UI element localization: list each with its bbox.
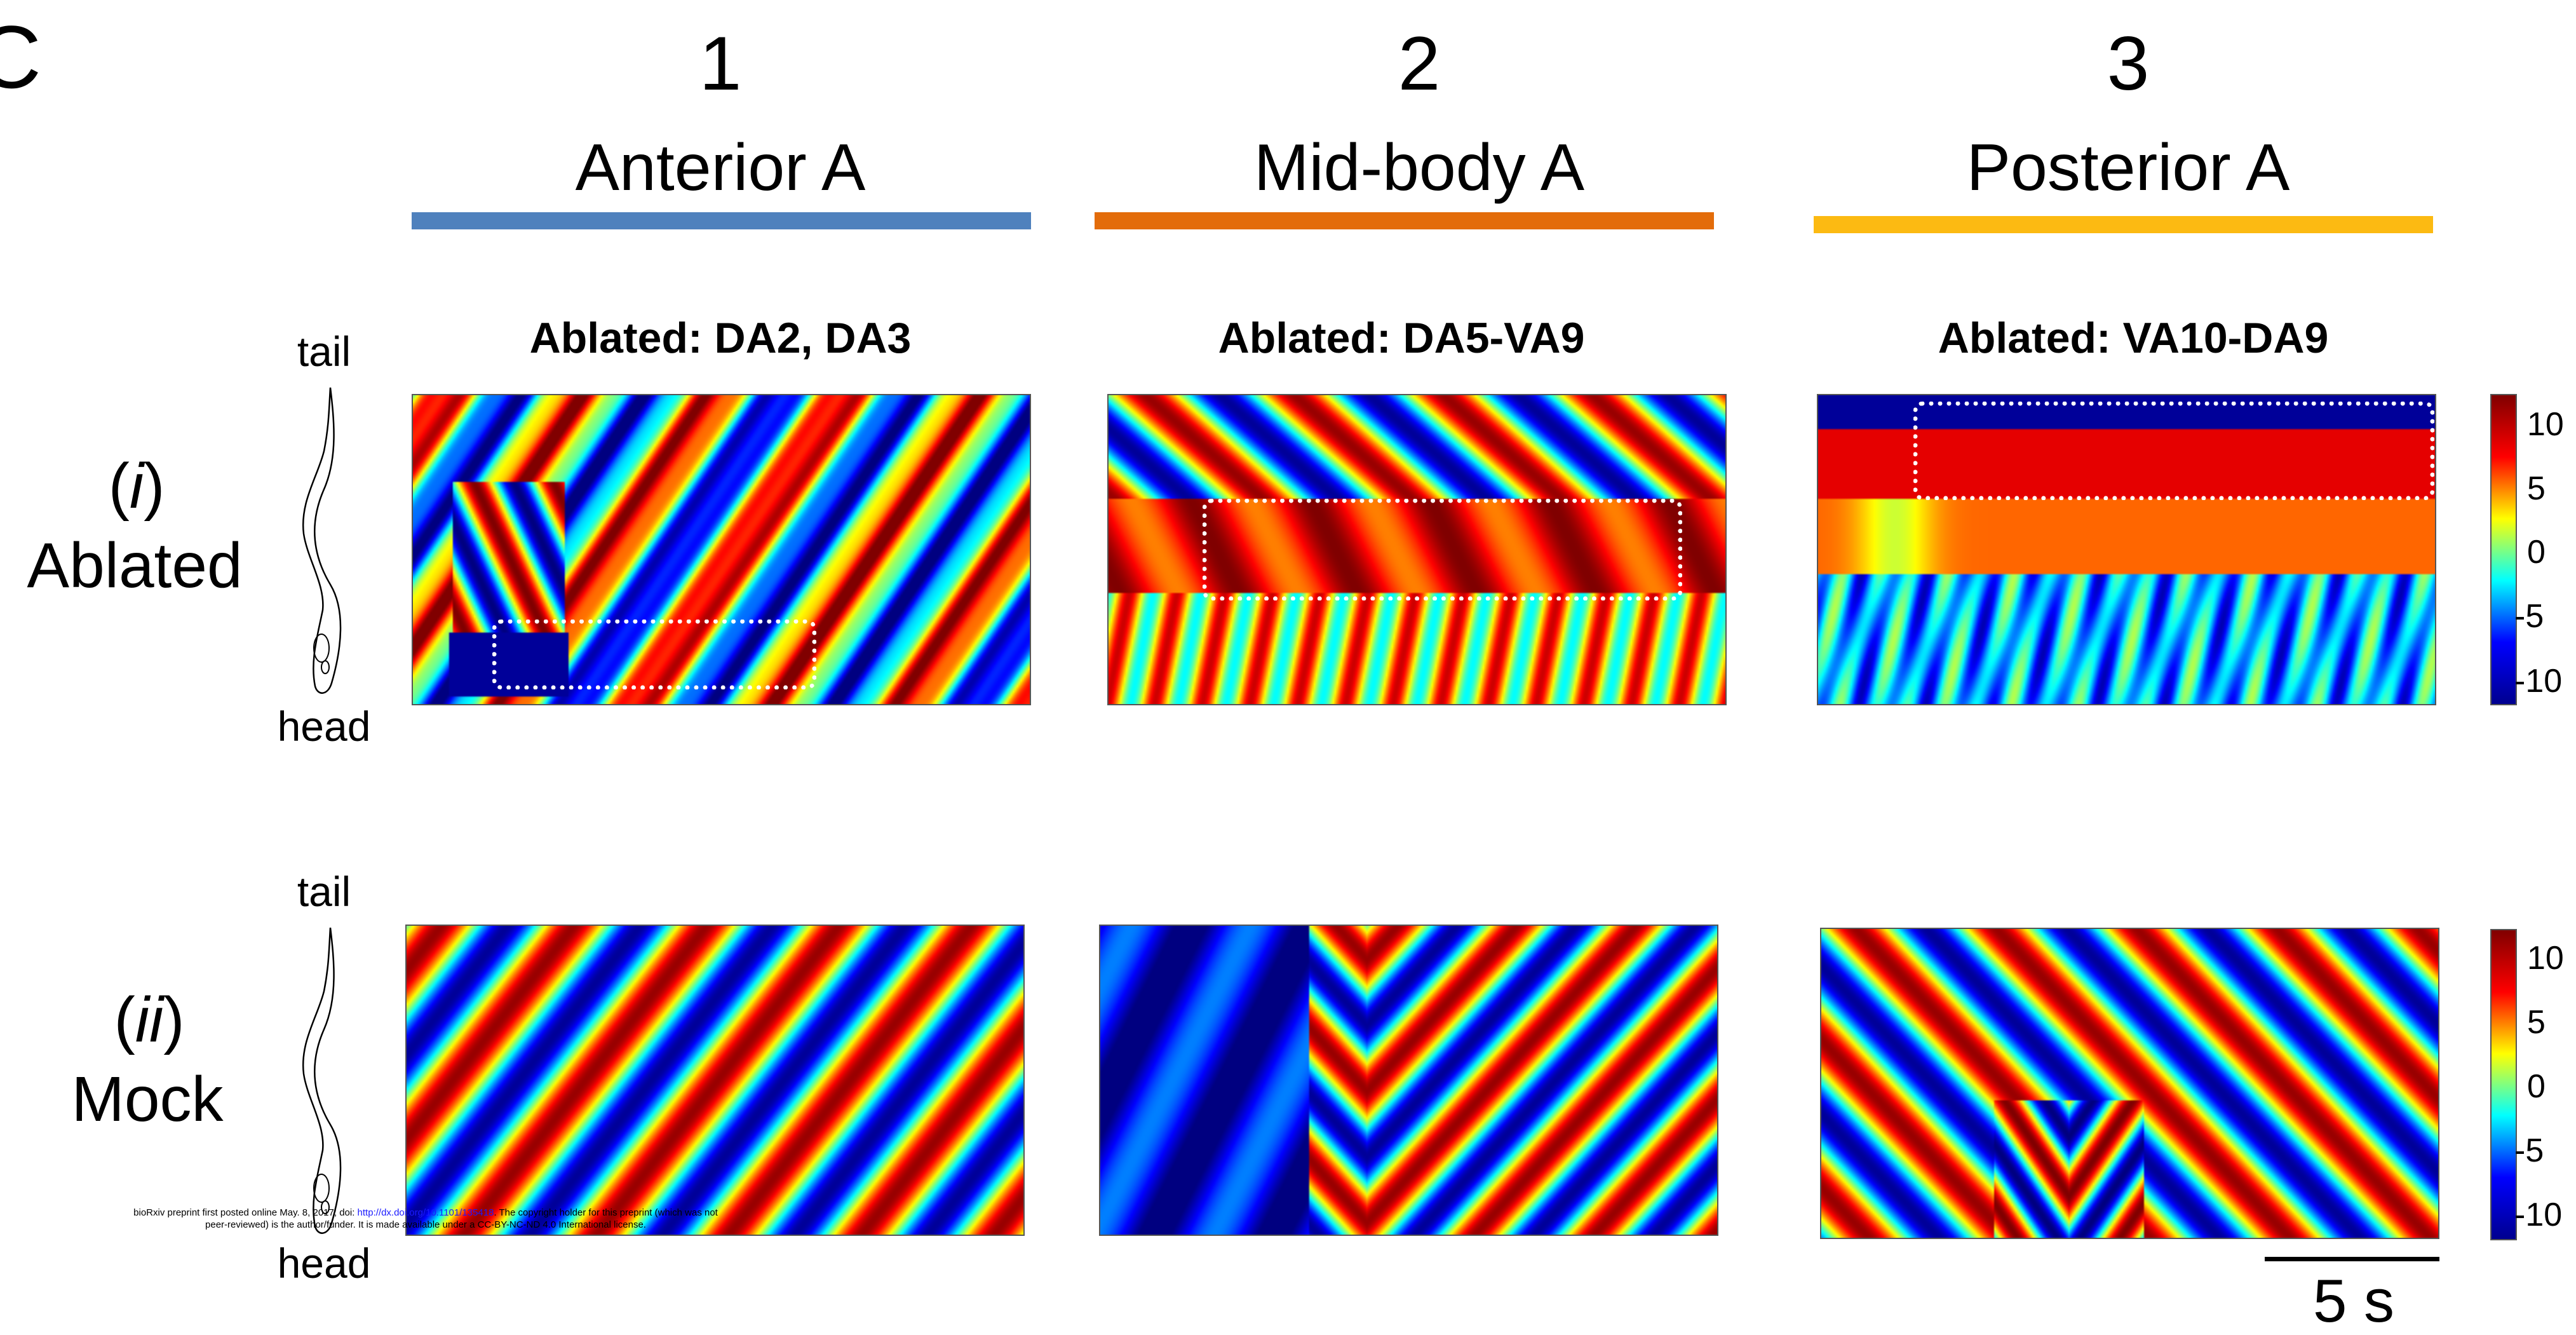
doi-link[interactable]: http://dx.doi.org/10.1101/135418 bbox=[357, 1207, 494, 1218]
preprint-notice-line2: peer-reviewed) is the author/funder. It … bbox=[205, 1219, 646, 1230]
column-name-3: Posterior A bbox=[1966, 131, 2290, 205]
colorbar-1-tick: 5 bbox=[2527, 470, 2546, 507]
highlight-box-3 bbox=[1913, 402, 2434, 500]
column-number-2: 2 bbox=[1398, 21, 1441, 106]
column-color-bar-2 bbox=[1095, 212, 1714, 229]
panel-title-2: Ablated: DA5-VA9 bbox=[1218, 314, 1585, 362]
column-number-1: 1 bbox=[699, 21, 742, 106]
scale-bar-label: 5 s bbox=[2312, 1267, 2395, 1335]
panel-letter: C bbox=[0, 7, 42, 107]
row-label-roman-1: (i) bbox=[108, 451, 165, 522]
colorbar-1-tick: 10 bbox=[2527, 406, 2564, 443]
head-label-2: head bbox=[277, 1240, 371, 1287]
colorbar-2-tick: -10 bbox=[2514, 1196, 2563, 1233]
heatmap-mock-midbody bbox=[1099, 925, 1718, 1236]
highlight-box-2 bbox=[1203, 499, 1682, 600]
column-color-bar-1 bbox=[412, 212, 1031, 229]
row-label-name-2: Mock bbox=[71, 1064, 224, 1135]
preprint-notice: bioRxiv preprint first posted online May… bbox=[0, 1207, 851, 1231]
colorbar-1 bbox=[2490, 394, 2517, 705]
scale-bar bbox=[2265, 1257, 2439, 1261]
heatmap-ablated-posterior bbox=[1817, 394, 2436, 705]
tail-label-1: tail bbox=[297, 328, 351, 375]
worm-schematic-2 bbox=[302, 927, 342, 1234]
colorbar-1-tick: -5 bbox=[2514, 598, 2544, 635]
row-label-roman-2: (ii) bbox=[114, 984, 185, 1055]
highlight-box-1 bbox=[492, 620, 816, 689]
colorbar-2 bbox=[2490, 929, 2517, 1240]
column-name-2: Mid-body A bbox=[1253, 131, 1585, 205]
column-color-bar-3 bbox=[1814, 216, 2433, 233]
colorbar-1-tick: 0 bbox=[2527, 534, 2546, 571]
panel-title-1: Ablated: DA2, DA3 bbox=[529, 314, 912, 362]
worm-schematic-1 bbox=[302, 387, 342, 694]
heatmap-mock-anterior bbox=[405, 925, 1025, 1236]
panel-title-3: Ablated: VA10-DA9 bbox=[1938, 314, 2329, 362]
column-name-1: Anterior A bbox=[575, 131, 866, 205]
preprint-notice-prefix: bioRxiv preprint first posted online May… bbox=[133, 1207, 358, 1218]
colorbar-2-tick: -5 bbox=[2514, 1132, 2544, 1169]
row-label-name-1: Ablated bbox=[27, 530, 243, 601]
heatmap-mock-posterior bbox=[1820, 928, 2439, 1239]
colorbar-2-tick: 10 bbox=[2527, 940, 2564, 977]
colorbar-2-tick: 0 bbox=[2527, 1068, 2546, 1105]
colorbar-2-tick: 5 bbox=[2527, 1004, 2546, 1041]
heatmap-ablated-anterior bbox=[412, 394, 1031, 705]
colorbar-1-tick: -10 bbox=[2514, 663, 2563, 700]
heatmap-ablated-midbody bbox=[1107, 394, 1727, 705]
column-number-3: 3 bbox=[2107, 21, 2150, 106]
head-label-1: head bbox=[277, 703, 371, 750]
preprint-notice-suffix: . The copyright holder for this preprint… bbox=[494, 1207, 718, 1218]
tail-label-2: tail bbox=[297, 868, 351, 915]
